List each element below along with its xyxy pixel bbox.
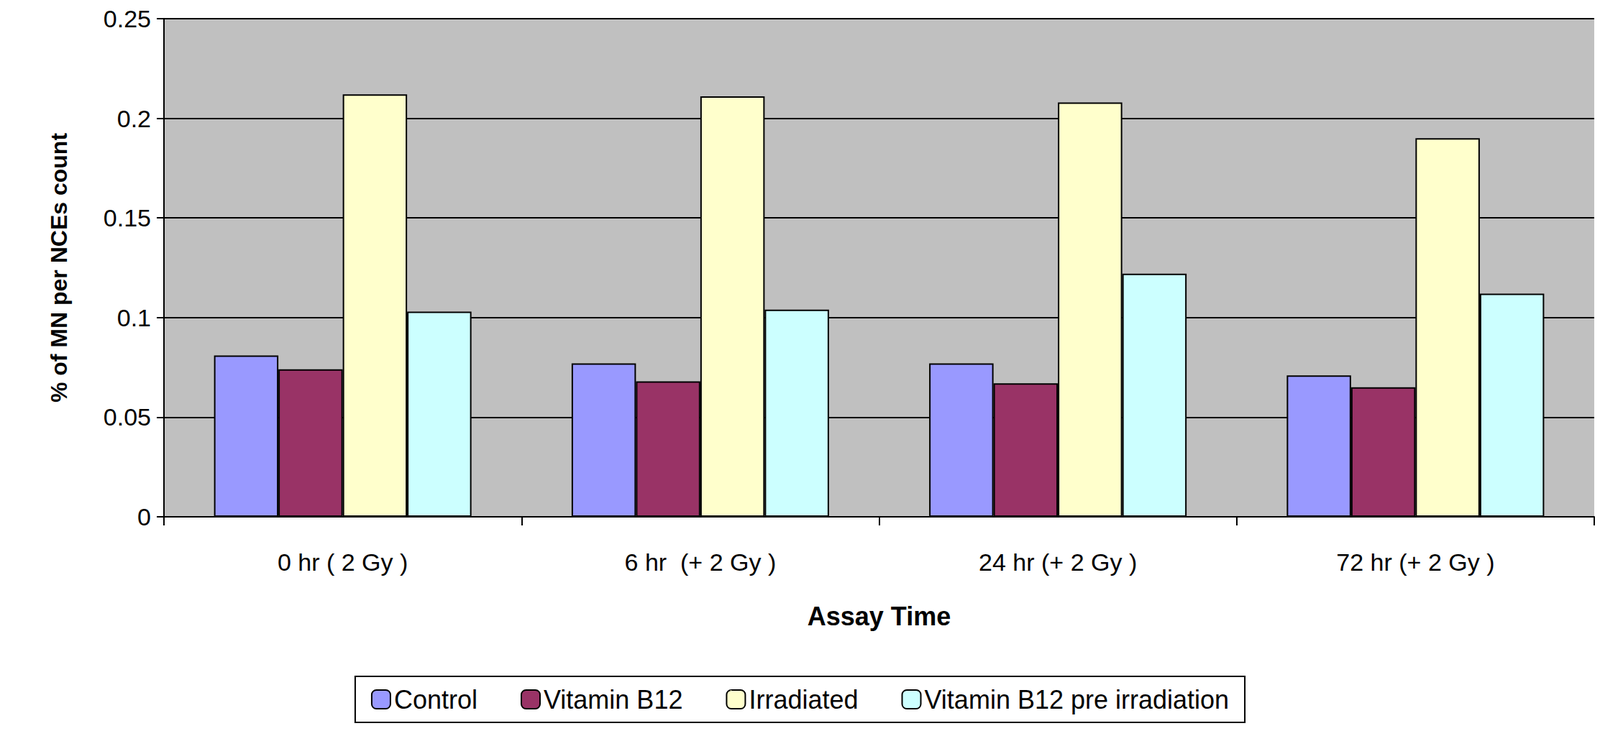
- svg-text:0.25: 0.25: [103, 5, 152, 33]
- svg-text:Control: Control: [394, 685, 478, 715]
- svg-text:0.05: 0.05: [103, 403, 152, 431]
- svg-text:0 hr ( 2 Gy ): 0 hr ( 2 Gy ): [277, 548, 408, 576]
- svg-text:6 hr (+ 2 Gy ): 6 hr (+ 2 Gy ): [624, 548, 777, 576]
- svg-text:Vitamin B12 pre irradiation: Vitamin B12 pre irradiation: [924, 685, 1230, 715]
- svg-text:0.1: 0.1: [117, 304, 152, 332]
- svg-text:% of MN per NCEs count: % of MN per NCEs count: [46, 133, 72, 403]
- svg-text:Assay Time: Assay Time: [807, 601, 951, 632]
- svg-text:0: 0: [137, 503, 152, 531]
- svg-text:24 hr (+ 2 Gy ): 24 hr (+ 2 Gy ): [978, 548, 1137, 576]
- svg-text:0.2: 0.2: [117, 104, 152, 133]
- svg-text:0.15: 0.15: [103, 204, 152, 232]
- svg-text:Irradiated: Irradiated: [748, 685, 858, 715]
- svg-text:Vitamin B12: Vitamin B12: [543, 685, 683, 715]
- svg-text:72 hr (+ 2 Gy ): 72 hr (+ 2 Gy ): [1336, 548, 1495, 576]
